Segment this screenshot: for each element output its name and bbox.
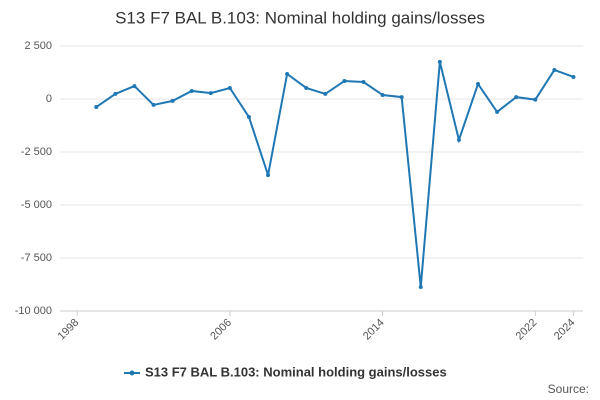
point (208, 91, 213, 96)
point (227, 85, 232, 90)
y-tick-label: -7 500 (21, 252, 52, 264)
x-tick-label: 2014 (361, 317, 387, 343)
point (342, 78, 347, 83)
point (399, 95, 404, 100)
point (94, 105, 99, 110)
point (170, 98, 175, 103)
series-line (95, 61, 574, 288)
point (132, 84, 137, 89)
y-tick-label: -2 500 (21, 146, 52, 158)
point (189, 88, 194, 93)
point (533, 97, 538, 102)
x-tick-label: 1998 (56, 317, 82, 343)
point (437, 59, 442, 64)
x-tick-label: 2006 (208, 317, 234, 343)
x-tick-label: 2024 (552, 317, 578, 343)
point (456, 137, 461, 142)
y-tick-label: 2 500 (24, 40, 52, 52)
point (571, 74, 576, 79)
legend-label: S13 F7 BAL B.103: Nominal holding gains/… (145, 364, 447, 379)
x-tick-label: 2022 (514, 317, 540, 343)
source: Source: (548, 382, 589, 396)
chart-title: S13 F7 BAL B.103: Nominal holding gains/… (115, 8, 485, 27)
point (266, 173, 271, 178)
point (552, 67, 557, 72)
point (246, 115, 251, 120)
point (151, 102, 156, 107)
point (495, 109, 500, 114)
point (323, 91, 328, 96)
point (476, 81, 481, 86)
point (514, 95, 519, 100)
y-tick-label: -5 000 (21, 199, 52, 211)
point (304, 85, 309, 90)
y-tick-label: -10 000 (15, 305, 52, 317)
y-tick-label: 0 (46, 93, 52, 105)
point (285, 71, 290, 76)
point (418, 285, 423, 290)
point (361, 80, 366, 85)
legend-marker (129, 370, 135, 376)
point (113, 91, 118, 96)
point (380, 92, 385, 97)
